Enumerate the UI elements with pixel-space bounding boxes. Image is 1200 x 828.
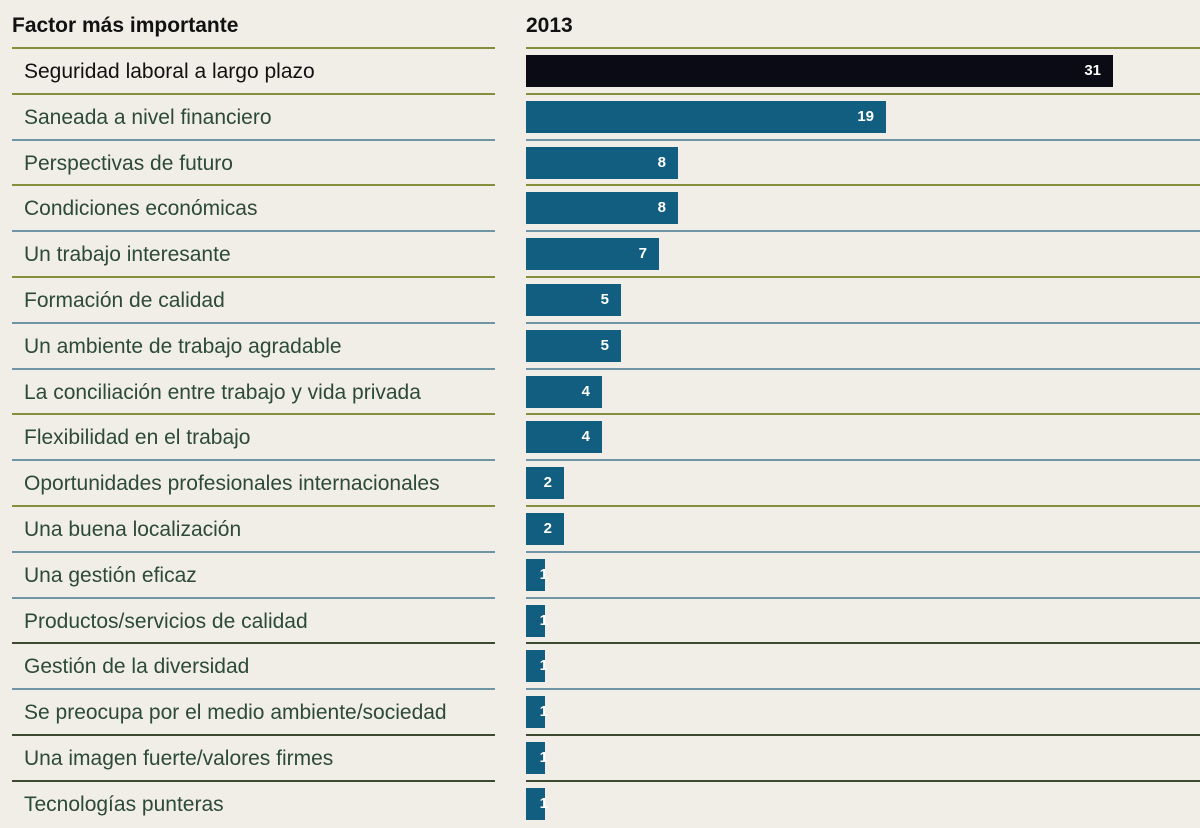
row-separator bbox=[12, 413, 495, 416]
category-label: Seguridad laboral a largo plazo bbox=[24, 60, 315, 83]
row-separator bbox=[526, 47, 1200, 49]
bar bbox=[526, 513, 564, 545]
bar bbox=[526, 55, 1113, 87]
bar bbox=[526, 375, 602, 408]
row-separator bbox=[12, 596, 495, 599]
row-separator bbox=[526, 321, 1200, 324]
data-label: 7 bbox=[638, 245, 647, 263]
bar bbox=[526, 604, 545, 637]
data-label: 2 bbox=[543, 474, 552, 492]
bar bbox=[526, 284, 621, 316]
bar bbox=[526, 238, 659, 271]
bar bbox=[526, 421, 602, 454]
row-separator bbox=[12, 92, 495, 95]
row-separator bbox=[526, 550, 1200, 553]
row-separator bbox=[12, 642, 495, 645]
category-label: Flexibilidad en el trabajo bbox=[24, 426, 251, 450]
row-separator bbox=[526, 276, 1200, 278]
category-label: La conciliación entre trabajo y vida pri… bbox=[24, 380, 421, 404]
row-separator bbox=[12, 321, 495, 324]
data-label: 5 bbox=[600, 291, 609, 308]
row-separator bbox=[12, 138, 495, 141]
row-separator bbox=[12, 459, 495, 462]
data-label: 31 bbox=[1084, 62, 1101, 79]
row-separator bbox=[12, 688, 495, 691]
row-separator bbox=[526, 138, 1200, 141]
data-label: 1 bbox=[539, 749, 548, 766]
data-label: 1 bbox=[539, 565, 548, 583]
series-header: 2013 bbox=[526, 14, 573, 37]
row-separator bbox=[526, 779, 1200, 782]
row-separator bbox=[526, 688, 1200, 691]
data-label: 4 bbox=[581, 382, 590, 400]
row-separator bbox=[12, 230, 495, 233]
row-separator bbox=[526, 367, 1200, 370]
category-label: Productos/servicios de calidad bbox=[24, 609, 308, 633]
bar bbox=[526, 742, 545, 774]
category-label: Formación de calidad bbox=[24, 289, 225, 312]
category-label: Saneada a nivel financiero bbox=[24, 105, 272, 129]
bar bbox=[526, 696, 545, 729]
row-separator bbox=[12, 550, 495, 553]
row-separator bbox=[12, 47, 495, 49]
row-separator bbox=[526, 596, 1200, 599]
data-label: 8 bbox=[657, 199, 666, 217]
data-label: 1 bbox=[539, 611, 548, 629]
row-separator bbox=[526, 459, 1200, 462]
bar bbox=[526, 146, 678, 179]
data-label: 8 bbox=[657, 153, 666, 171]
category-label: Tecnologías punteras bbox=[24, 792, 224, 816]
column-header: Factor más importante bbox=[12, 14, 239, 37]
row-separator bbox=[526, 413, 1200, 416]
row-separator bbox=[526, 184, 1200, 187]
row-separator bbox=[12, 184, 495, 187]
category-label: Se preocupa por el medio ambiente/socied… bbox=[24, 701, 447, 725]
category-label: Condiciones económicas bbox=[24, 197, 258, 221]
category-label: Una imagen fuerte/valores firmes bbox=[24, 747, 334, 770]
row-separator bbox=[12, 779, 495, 782]
row-separator bbox=[12, 367, 495, 370]
row-separator bbox=[12, 505, 495, 507]
category-label: Un trabajo interesante bbox=[24, 243, 231, 267]
data-label: 2 bbox=[543, 520, 552, 537]
row-separator bbox=[526, 642, 1200, 645]
data-label: 4 bbox=[581, 428, 590, 446]
bar bbox=[526, 192, 678, 225]
bar bbox=[526, 329, 621, 362]
data-label: 1 bbox=[539, 794, 548, 812]
row-separator bbox=[526, 230, 1200, 233]
bar bbox=[526, 787, 545, 820]
row-separator bbox=[526, 92, 1200, 95]
bar bbox=[526, 100, 886, 133]
category-label: Oportunidades profesionales internaciona… bbox=[24, 472, 440, 496]
bar bbox=[526, 650, 545, 683]
data-label: 5 bbox=[600, 336, 609, 354]
category-label: Perspectivas de futuro bbox=[24, 151, 233, 175]
data-label: 19 bbox=[857, 107, 874, 125]
category-label: Gestión de la diversidad bbox=[24, 655, 250, 679]
row-separator bbox=[12, 276, 495, 278]
row-separator bbox=[12, 734, 495, 736]
data-label: 1 bbox=[539, 703, 548, 721]
category-label: Una buena localización bbox=[24, 518, 242, 541]
category-label: Una gestión eficaz bbox=[24, 563, 197, 587]
data-label: 1 bbox=[539, 657, 548, 675]
bar bbox=[526, 467, 564, 500]
bar bbox=[526, 558, 545, 591]
row-separator bbox=[526, 505, 1200, 507]
category-label: Un ambiente de trabajo agradable bbox=[24, 334, 342, 358]
row-separator bbox=[526, 734, 1200, 736]
